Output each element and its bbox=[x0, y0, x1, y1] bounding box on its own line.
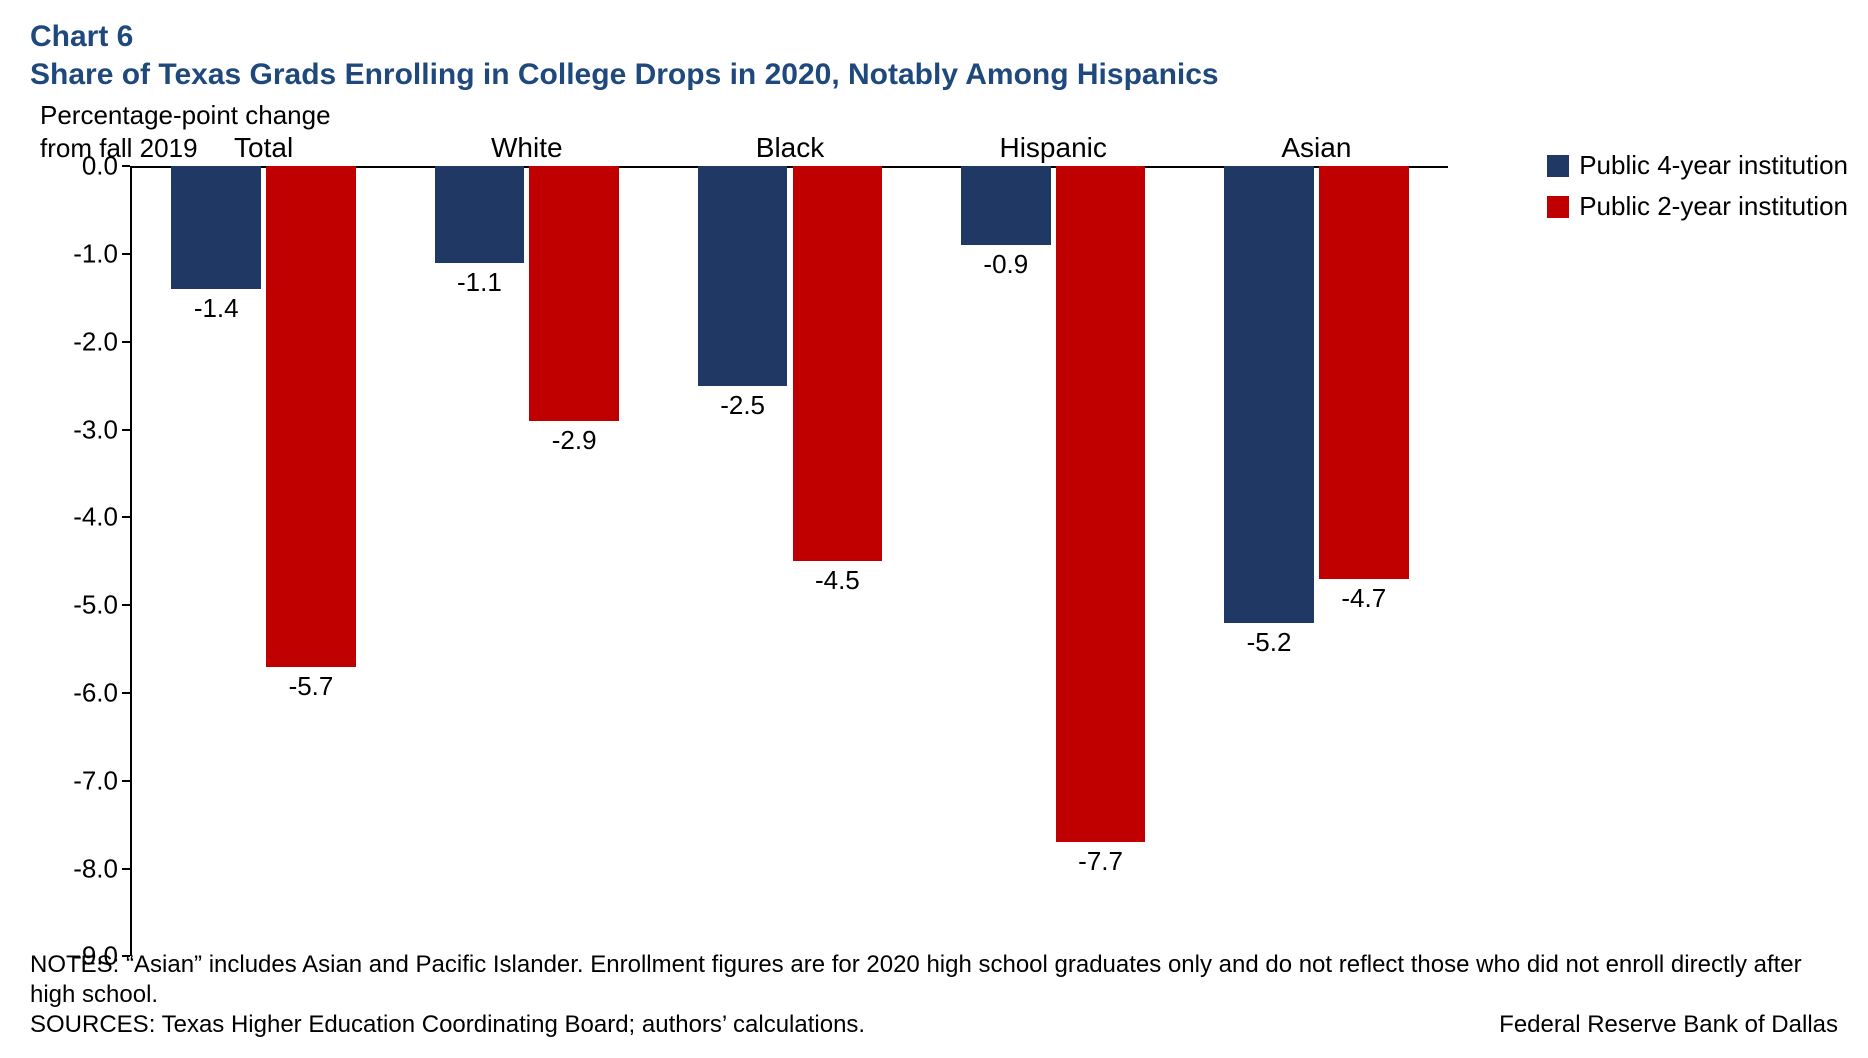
category-label: Black bbox=[756, 132, 824, 164]
footer-notes: NOTES: “Asian” includes Asian and Pacifi… bbox=[30, 950, 1838, 1010]
y-tick-label: -4.0 bbox=[73, 502, 118, 533]
y-tick-label: -5.0 bbox=[73, 590, 118, 621]
bar-value-label: -1.1 bbox=[457, 267, 502, 298]
y-tick-label: -3.0 bbox=[73, 414, 118, 445]
chart-title: Share of Texas Grads Enrolling in Colleg… bbox=[30, 58, 1838, 92]
bar-value-label: -2.5 bbox=[720, 390, 765, 421]
y-tick-mark bbox=[122, 253, 130, 255]
bar-value-label: -5.7 bbox=[289, 671, 334, 702]
y-axis-label-line1: Percentage-point change bbox=[40, 100, 1838, 131]
category-label: Asian bbox=[1281, 132, 1351, 164]
bar-value-label: -0.9 bbox=[983, 249, 1028, 280]
y-tick-mark bbox=[122, 604, 130, 606]
bar bbox=[698, 166, 787, 385]
y-tick-label: -2.0 bbox=[73, 326, 118, 357]
bar bbox=[961, 166, 1050, 245]
legend-swatch bbox=[1547, 196, 1569, 218]
legend-swatch bbox=[1547, 155, 1569, 177]
y-tick-label: -6.0 bbox=[73, 678, 118, 709]
bar-value-label: -7.7 bbox=[1078, 846, 1123, 877]
y-tick-mark bbox=[122, 692, 130, 694]
category-label: Hispanic bbox=[999, 132, 1106, 164]
category-label: White bbox=[491, 132, 563, 164]
chart-number: Chart 6 bbox=[30, 20, 1838, 54]
bar bbox=[1319, 166, 1408, 579]
bar bbox=[171, 166, 260, 289]
y-tick-mark bbox=[122, 516, 130, 518]
y-tick-mark bbox=[122, 165, 130, 167]
y-axis: 0.0-1.0-2.0-3.0-4.0-5.0-6.0-7.0-8.0-9.0 bbox=[40, 166, 130, 956]
chart-footer: NOTES: “Asian” includes Asian and Pacifi… bbox=[30, 950, 1838, 1040]
y-tick-mark bbox=[122, 429, 130, 431]
y-tick-mark bbox=[122, 868, 130, 870]
legend: Public 4-year institution Public 2-year i… bbox=[1547, 150, 1848, 232]
bar bbox=[1224, 166, 1313, 622]
y-tick-label: 0.0 bbox=[82, 151, 118, 182]
legend-item: Public 2-year institution bbox=[1547, 191, 1848, 222]
bar-value-label: -2.9 bbox=[552, 425, 597, 456]
y-tick-label: -7.0 bbox=[73, 765, 118, 796]
bar bbox=[435, 166, 524, 263]
plot-area: Total-1.4-5.7White-1.1-2.9Black-2.5-4.5H… bbox=[130, 166, 1448, 956]
category-label: Total bbox=[234, 132, 293, 164]
y-tick-label: -1.0 bbox=[73, 239, 118, 270]
footer-sources: SOURCES: Texas Higher Education Coordina… bbox=[30, 1010, 865, 1040]
bar-value-label: -1.4 bbox=[194, 293, 239, 324]
y-tick-mark bbox=[122, 780, 130, 782]
legend-label: Public 2-year institution bbox=[1579, 191, 1848, 222]
legend-item: Public 4-year institution bbox=[1547, 150, 1848, 181]
bar-value-label: -5.2 bbox=[1247, 627, 1292, 658]
y-tick-label: -8.0 bbox=[73, 853, 118, 884]
legend-label: Public 4-year institution bbox=[1579, 150, 1848, 181]
footer-attribution: Federal Reserve Bank of Dallas bbox=[1459, 1010, 1838, 1040]
bar-value-label: -4.5 bbox=[815, 565, 860, 596]
y-tick-mark bbox=[122, 341, 130, 343]
chart-container: 0.0-1.0-2.0-3.0-4.0-5.0-6.0-7.0-8.0-9.0 … bbox=[40, 166, 1828, 956]
bar bbox=[529, 166, 618, 421]
bar bbox=[1056, 166, 1145, 842]
bar-value-label: -4.7 bbox=[1341, 583, 1386, 614]
bar bbox=[266, 166, 355, 666]
bar bbox=[793, 166, 882, 561]
